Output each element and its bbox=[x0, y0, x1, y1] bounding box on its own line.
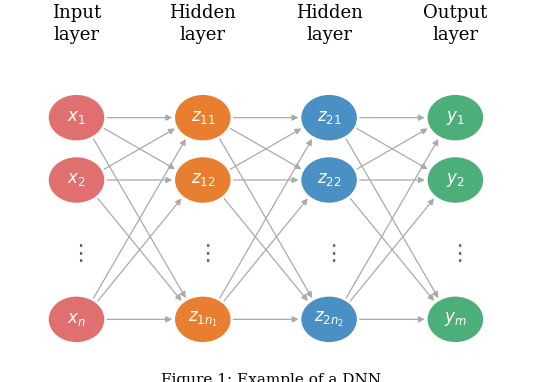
Ellipse shape bbox=[428, 296, 483, 342]
Ellipse shape bbox=[49, 157, 104, 203]
Text: $z_{22}$: $z_{22}$ bbox=[317, 172, 341, 188]
Ellipse shape bbox=[49, 95, 104, 141]
Ellipse shape bbox=[175, 296, 230, 342]
Text: Hidden
layer: Hidden layer bbox=[295, 4, 363, 44]
Ellipse shape bbox=[428, 157, 483, 203]
Text: $\vdots$: $\vdots$ bbox=[196, 242, 210, 264]
Text: $z_{11}$: $z_{11}$ bbox=[191, 109, 215, 126]
Ellipse shape bbox=[301, 296, 357, 342]
Ellipse shape bbox=[301, 157, 357, 203]
Ellipse shape bbox=[428, 95, 483, 141]
Text: $y_m$: $y_m$ bbox=[444, 310, 467, 329]
Text: $x_1$: $x_1$ bbox=[67, 109, 86, 126]
Text: Output
layer: Output layer bbox=[423, 4, 487, 44]
Ellipse shape bbox=[175, 157, 230, 203]
Text: $y_1$: $y_1$ bbox=[446, 108, 464, 127]
Text: $\vdots$: $\vdots$ bbox=[322, 242, 336, 264]
Text: $z_{1n_1}$: $z_{1n_1}$ bbox=[188, 310, 218, 329]
Text: $\vdots$: $\vdots$ bbox=[69, 242, 83, 264]
Text: $x_2$: $x_2$ bbox=[67, 172, 86, 188]
Ellipse shape bbox=[49, 296, 104, 342]
Text: Input
layer: Input layer bbox=[52, 4, 101, 44]
Text: $y_2$: $y_2$ bbox=[446, 171, 464, 189]
Text: $\vdots$: $\vdots$ bbox=[448, 242, 462, 264]
Text: Figure 1: Example of a DNN: Figure 1: Example of a DNN bbox=[161, 372, 381, 382]
Text: $x_n$: $x_n$ bbox=[67, 311, 86, 328]
Ellipse shape bbox=[175, 95, 230, 141]
Text: $z_{12}$: $z_{12}$ bbox=[191, 172, 215, 188]
Ellipse shape bbox=[301, 95, 357, 141]
Text: $z_{21}$: $z_{21}$ bbox=[317, 109, 341, 126]
Text: Hidden
layer: Hidden layer bbox=[169, 4, 236, 44]
Text: $z_{2n_2}$: $z_{2n_2}$ bbox=[314, 310, 344, 329]
